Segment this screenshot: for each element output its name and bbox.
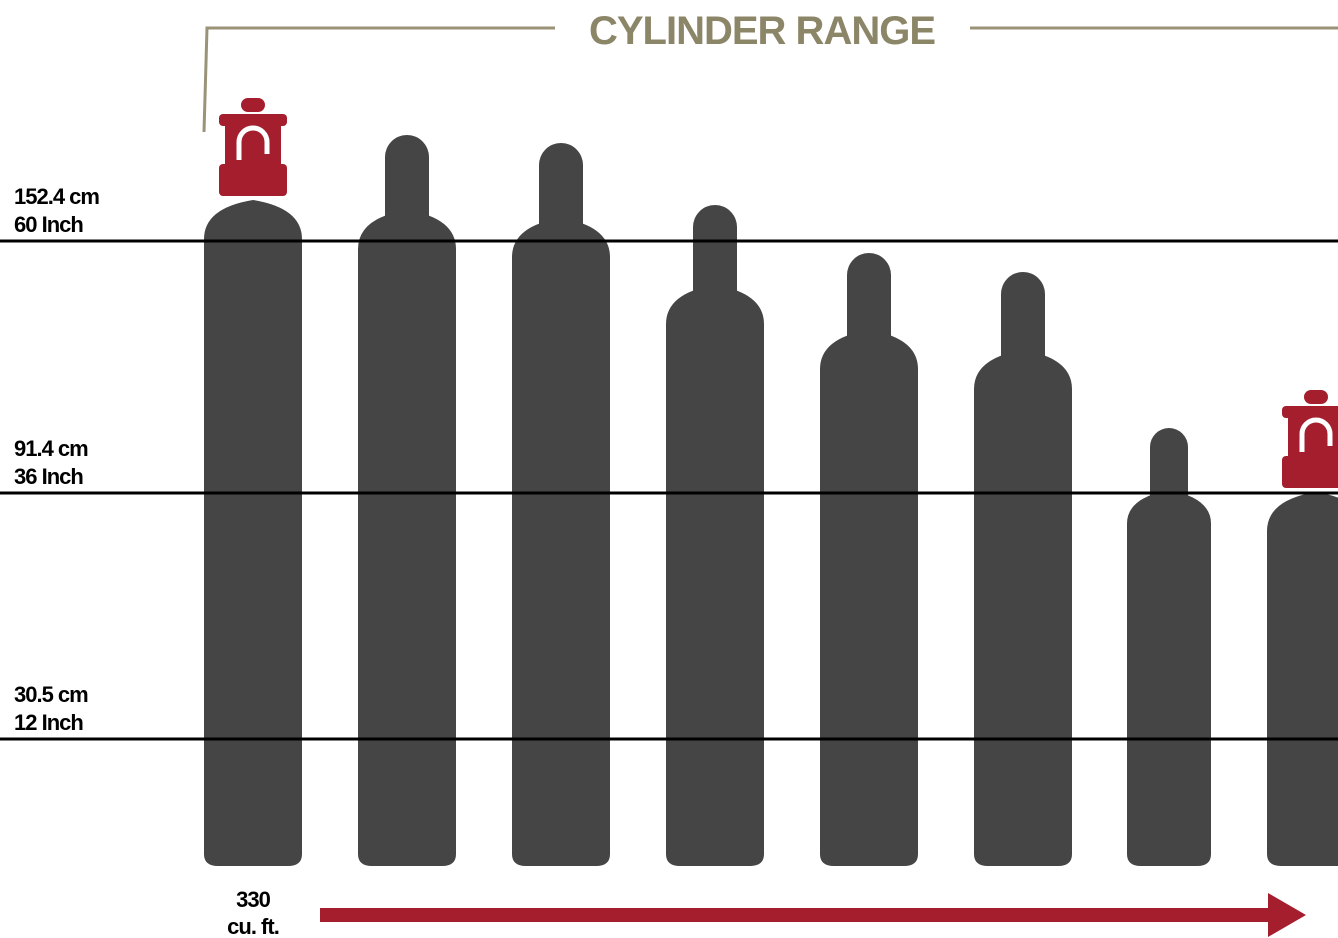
page: {"title": "CYLINDER RANGE", "height_line…	[0, 0, 1338, 938]
cylinder-body	[1267, 492, 1338, 866]
capacity-value: 330	[236, 887, 270, 912]
cylinder-neck	[693, 205, 737, 295]
cylinder-body	[358, 210, 456, 866]
cylinder-neck	[847, 253, 891, 340]
height-imperial: 36 Inch	[14, 464, 83, 489]
height-imperial: 60 Inch	[14, 212, 83, 237]
arrow	[320, 893, 1306, 937]
height-metric: 30.5 cm	[14, 682, 88, 707]
infographic: CYLINDER RANGE 152.4 cm 60 Inch 91.4 cm 36 …	[0, 0, 1338, 938]
cylinder-neck	[539, 143, 583, 228]
cylinders	[204, 98, 1338, 866]
cylinder-body	[666, 285, 764, 866]
valve-base	[1282, 456, 1338, 488]
valve-cap	[1282, 390, 1338, 488]
valve-knob	[241, 98, 265, 112]
height-metric: 91.4 cm	[14, 436, 88, 461]
arrow-head	[1268, 893, 1306, 937]
cylinder-neck	[385, 135, 429, 220]
cylinder-body	[512, 218, 610, 866]
valve-cap	[219, 98, 287, 196]
capacity-unit: cu. ft.	[227, 914, 279, 938]
cylinder-neck	[1001, 272, 1045, 360]
cylinder-body	[1127, 490, 1211, 866]
cylinder-neck	[1150, 428, 1188, 500]
valve-base	[219, 164, 287, 196]
cylinder-body	[974, 350, 1072, 866]
height-metric: 152.4 cm	[14, 184, 99, 209]
title: CYLINDER RANGE	[589, 9, 935, 53]
cylinder-body	[820, 330, 918, 866]
arrow-shaft	[320, 908, 1270, 922]
height-imperial: 12 Inch	[14, 710, 83, 735]
cylinder-body	[204, 200, 302, 866]
valve-knob	[1304, 390, 1328, 404]
